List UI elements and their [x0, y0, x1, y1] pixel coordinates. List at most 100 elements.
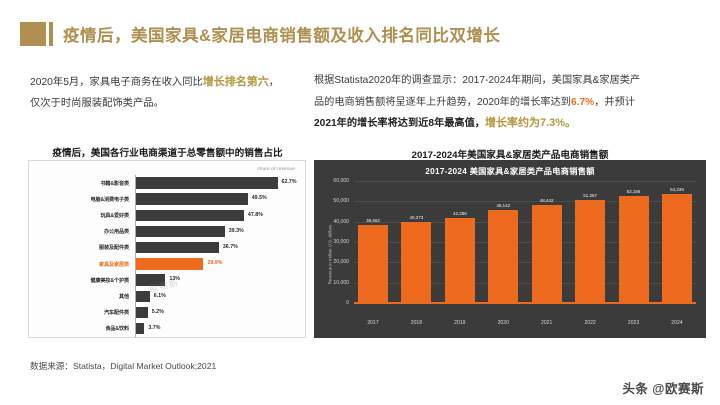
- left-chart-bar-track: 5.2%: [135, 304, 307, 321]
- right-paragraph-line3-a: 2021年的增长率将达到近8年最高值，: [314, 118, 485, 129]
- left-chart-bar-row: 健康美妆&个护类 13%: [29, 272, 307, 289]
- right-chart-bar: [358, 224, 388, 303]
- left-chart-bar-rows: 书籍&影音类 62.7% 电脑&消费电子类 49.5% 玩具&爱好类 47.8% 办公用品类…: [29, 175, 307, 338]
- left-chart-bar: [136, 193, 248, 205]
- left-chart-panel: share of revenue 书籍&影音类 62.7% 电脑&消费电子类 49.5…: [28, 160, 306, 338]
- right-chart-gridline: 40,000: [333, 219, 696, 225]
- left-chart-bar-row: 玩具&爱好类 47.8%: [29, 207, 307, 224]
- left-chart-category-label: 办公用品类: [104, 229, 129, 236]
- left-chart-title: 疫情后，美国各行业电商渠道于总零售额中的销售占比: [52, 148, 283, 159]
- right-chart-x-tick-labels: 2017 2018 2019 2020 2021 2022 2023 2024: [354, 320, 696, 326]
- left-chart-bar: [136, 258, 204, 270]
- right-chart-bar-column: 54,239: [661, 182, 692, 303]
- left-chart-value-label: 5.2%: [151, 308, 164, 315]
- left-chart-bar-track: 6.1%: [135, 288, 307, 305]
- right-chart-panel: 2017-2024 美国家具&家居类产品电商销售额 Revenue in mil…: [314, 160, 706, 338]
- right-chart-x-tick-label: 2023: [627, 320, 640, 326]
- right-chart-bars: 38,662 40,273 42,286 46,142 48,442 51,267 53,1…: [354, 182, 696, 303]
- right-chart-bar: [401, 221, 432, 303]
- right-chart-value-label: 48,442: [539, 198, 554, 204]
- right-chart-bar: [618, 195, 649, 303]
- right-chart-value-label: 51,267: [583, 192, 597, 198]
- left-chart-category-label: 汽车配件类: [104, 310, 129, 317]
- right-paragraph-line-2: 品的电商销售额将呈逐年上升趋势，2020年的增长率达到6.7%，并预计: [314, 92, 706, 114]
- right-chart-y-tick-label: 40,000: [333, 218, 349, 225]
- right-chart-bar-column: 40,273: [401, 182, 432, 303]
- left-chart-bar: [136, 241, 219, 254]
- right-paragraph-line-1: 根据Statista2020年的调查显示：2017-2024年期间，美国家具&家…: [314, 75, 641, 86]
- left-chart-bar-row: 办公用品类 39.3%: [29, 223, 307, 240]
- left-chart-category-label: 家具及家居类: [99, 261, 129, 268]
- right-chart-x-tick-label: 2018: [410, 320, 423, 326]
- left-chart-bar: [136, 322, 145, 335]
- header-accent-block: [20, 22, 46, 46]
- right-chart-gridline: 10,000: [333, 280, 696, 286]
- right-chart-x-tick-label: 2020: [497, 320, 509, 326]
- right-chart-bar: [661, 193, 692, 303]
- left-chart-category-label: 书籍&影音类: [100, 180, 129, 187]
- left-chart-bar-track: 29.9%: [135, 255, 307, 273]
- left-chart-value-label: 36.7%: [222, 243, 238, 250]
- left-chart-category-label: 食品&饮料: [105, 326, 129, 333]
- left-chart-bar-row: 电脑&消费电子类 49.5%: [29, 191, 307, 208]
- left-chart-bar-row: 家具及家居类 29.9%: [29, 255, 307, 273]
- left-chart-value-label: 13%: [169, 276, 180, 283]
- growth-rate-2021: 增长率约为7.3%。: [484, 117, 577, 129]
- right-chart-plot-area: 0 10,000 20,000 30,000 40,000 50,000 60,000 38…: [333, 178, 696, 306]
- left-chart-value-label: 49.5%: [251, 195, 267, 202]
- right-paragraph-line2-b: ，并预计: [594, 96, 635, 108]
- right-chart-bar: [575, 199, 606, 303]
- right-chart-y-tick-label: 10,000: [333, 279, 349, 286]
- left-chart-category-label: 其他: [119, 293, 129, 300]
- left-chart-category-label: 电脑&消费电子类: [90, 196, 129, 203]
- right-paragraph-line-3: 2021年的增长率将达到近8年最高值，增长率约为7.3%。: [314, 113, 706, 135]
- right-chart-bar: [444, 217, 475, 303]
- right-chart-x-axis: [354, 302, 696, 304]
- left-chart-bar: [136, 225, 225, 238]
- left-paragraph-highlight: 增长排名第六: [202, 76, 269, 88]
- right-chart-y-tick-label: 0: [346, 300, 349, 306]
- right-chart-value-label: 54,239: [670, 186, 684, 192]
- right-chart-y-tick-label: 60,000: [333, 178, 349, 184]
- left-chart-bar: [136, 209, 244, 221]
- right-chart-value-label: 53,166: [626, 188, 641, 194]
- right-chart-x-tick-label: 2022: [584, 320, 596, 326]
- left-chart-bar-track: 49.5%: [135, 191, 307, 208]
- right-chart-value-label: 38,662: [366, 217, 380, 223]
- right-chart-y-tick-label: 20,000: [333, 259, 349, 266]
- growth-rate-2020: 6.7%: [570, 96, 595, 108]
- right-chart-bar-column: 46,142: [488, 182, 519, 303]
- page-title: 疫情后，美国家具&家居电商销售额及收入排名同比双增长: [63, 27, 501, 45]
- left-paragraph-line-2: 仅次于时尚服装配饰类产品。: [30, 98, 164, 109]
- page-header: 疫情后，美国家具&家居电商销售额及收入排名同比双增长: [0, 16, 720, 52]
- right-chart-bar-column: 38,662: [358, 182, 388, 303]
- right-chart-y-axis-label: Revenue in million U.S. dollars: [327, 224, 333, 285]
- watermark-text: 头条 @欧赛斯: [622, 382, 704, 396]
- left-chart-bar-track: 36.7%: [135, 239, 307, 257]
- left-paragraph-part2: ，: [268, 77, 280, 88]
- left-chart-category-label: 玩具&爱好类: [100, 212, 129, 219]
- left-chart-bar-track: 13%: [135, 272, 307, 289]
- right-chart-bar-column: 51,267: [575, 182, 606, 303]
- right-paragraph-line2-a: 品的电商销售额将呈逐年上升趋势，2020年的增长率达到: [314, 96, 571, 108]
- left-chart-value-label: 6.1%: [153, 292, 166, 299]
- left-chart-bar: [136, 306, 148, 319]
- left-chart-bar-track: 62.7%: [135, 175, 307, 192]
- right-chart-gridline: 50,000: [333, 198, 696, 204]
- left-chart-bar-row: 书籍&影音类 62.7%: [29, 175, 307, 192]
- header-accent-bar: [49, 22, 53, 46]
- left-chart-bar: [136, 274, 166, 286]
- left-chart-bar: [136, 290, 150, 302]
- right-chart-gridline: 30,000: [333, 239, 696, 245]
- right-chart-x-tick-label: 2024: [671, 320, 683, 326]
- left-chart-bar-row: 食品&饮料 3.7%: [29, 320, 307, 338]
- left-chart-category-label: 健康美妆&个护类: [90, 277, 129, 284]
- right-chart-x-tick-label: 2021: [541, 320, 553, 326]
- left-paragraph-part1: 2020年5月，家具电子商务在收入同比: [30, 77, 203, 88]
- left-chart-bar-row: 其他 6.1%: [29, 288, 307, 305]
- left-description-block: 2020年5月，家具电子商务在收入同比增长排名第六， 仅次于时尚服装配饰类产品。: [30, 72, 305, 114]
- right-chart-y-tick-label: 30,000: [333, 239, 349, 245]
- toutiao-watermark: 头条 @欧赛斯: [622, 378, 704, 397]
- right-chart-bar: [531, 205, 562, 303]
- left-chart-axis-note: share of revenue: [257, 166, 295, 171]
